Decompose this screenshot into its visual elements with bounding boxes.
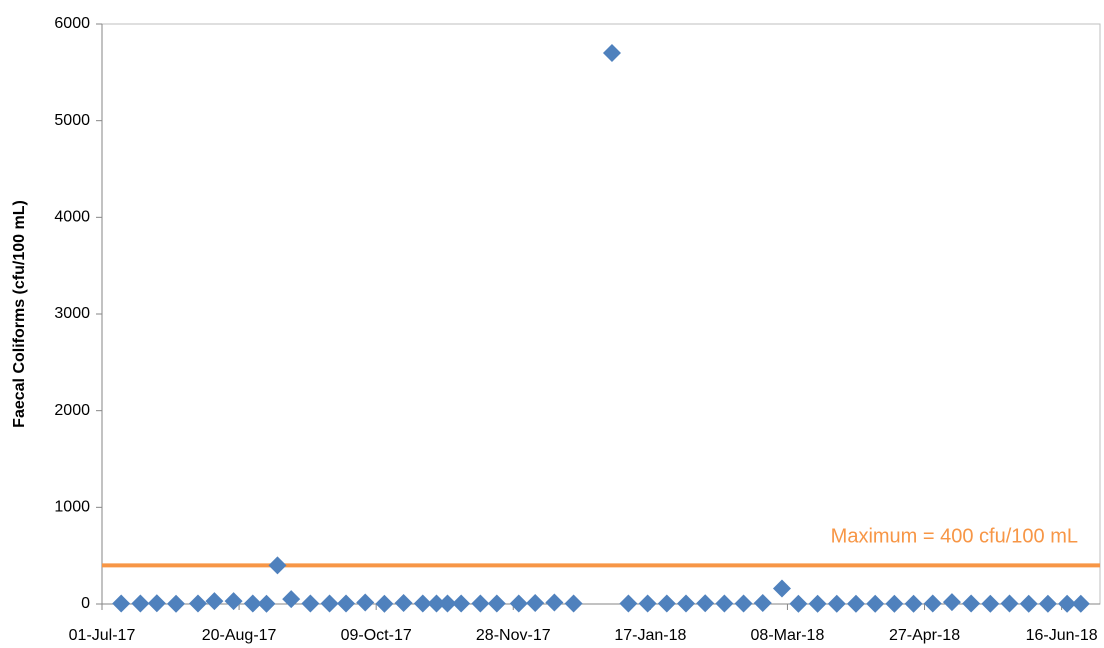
y-tick-label: 5000 xyxy=(54,112,90,129)
data-point xyxy=(846,594,865,613)
data-point xyxy=(734,594,753,613)
data-point xyxy=(438,594,457,613)
data-point xyxy=(696,594,715,613)
data-point xyxy=(167,594,186,613)
data-point xyxy=(394,594,413,613)
x-tick-label: 16-Jun-18 xyxy=(1026,627,1098,644)
plot-area xyxy=(101,23,1101,605)
x-tick-label: 17-Jan-18 xyxy=(614,627,686,644)
data-point xyxy=(619,594,638,613)
data-point xyxy=(356,593,375,612)
data-point xyxy=(452,594,471,613)
x-tick-label: 09-Oct-17 xyxy=(341,627,412,644)
data-point xyxy=(257,594,276,613)
data-point xyxy=(1038,594,1057,613)
data-point xyxy=(923,594,942,613)
data-point xyxy=(1019,594,1038,613)
data-point xyxy=(526,594,545,613)
data-point xyxy=(904,594,923,613)
data-point xyxy=(282,590,301,609)
data-point xyxy=(715,594,734,613)
data-point xyxy=(564,594,583,613)
data-point xyxy=(471,594,490,613)
data-point xyxy=(789,594,808,613)
data-point xyxy=(268,556,287,575)
data-point xyxy=(413,594,432,613)
data-point xyxy=(885,594,904,613)
data-point xyxy=(676,594,695,613)
y-tick-label: 6000 xyxy=(54,15,90,32)
data-point xyxy=(942,593,961,612)
data-point xyxy=(243,594,262,613)
x-tick-label: 08-Mar-18 xyxy=(751,627,825,644)
data-point xyxy=(1071,594,1090,613)
data-point xyxy=(337,594,356,613)
data-point xyxy=(827,594,846,613)
data-point xyxy=(657,594,676,613)
data-point xyxy=(602,44,621,62)
y-axis-label: Faecal Coliforms (cfu/100 mL) xyxy=(11,200,28,428)
data-point xyxy=(131,594,150,613)
data-point xyxy=(808,594,827,613)
data-point xyxy=(1058,594,1077,613)
data-point xyxy=(981,594,1000,613)
data-point xyxy=(772,579,791,598)
y-tick-label: 1000 xyxy=(54,499,90,516)
data-point xyxy=(962,594,981,613)
data-point xyxy=(112,594,131,613)
data-point xyxy=(375,594,394,613)
data-point xyxy=(205,592,224,611)
y-tick-label: 2000 xyxy=(54,402,90,419)
data-point xyxy=(188,594,207,613)
y-tick-label: 3000 xyxy=(54,305,90,322)
data-point xyxy=(147,594,166,613)
y-tick-label: 4000 xyxy=(54,209,90,226)
x-tick-label: 28-Nov-17 xyxy=(476,627,551,644)
data-point xyxy=(638,594,657,613)
data-point xyxy=(1000,594,1019,613)
data-point xyxy=(427,594,446,613)
data-point xyxy=(545,593,564,612)
x-tick-label: 01-Jul-17 xyxy=(69,627,136,644)
data-point xyxy=(509,594,528,613)
x-tick-label: 20-Aug-17 xyxy=(202,627,277,644)
data-point xyxy=(487,594,506,613)
data-point xyxy=(224,592,243,611)
y-tick-label: 0 xyxy=(81,595,90,612)
x-tick-label: 27-Apr-18 xyxy=(889,627,960,644)
data-point xyxy=(866,594,885,613)
reference-label: Maximum = 400 cfu/100 mL xyxy=(831,526,1078,548)
data-point xyxy=(301,594,320,613)
data-point xyxy=(753,594,772,613)
data-point xyxy=(320,594,339,613)
